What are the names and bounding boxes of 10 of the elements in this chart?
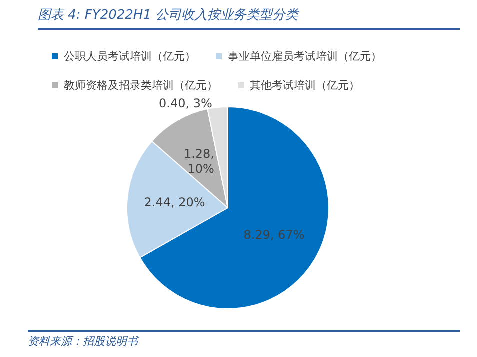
legend-label: 公职人员考试培训（亿元） [64,50,196,63]
data-label: 2.44, 20% [144,196,206,210]
legend-label: 事业单位雇员考试培训（亿元） [228,50,382,63]
chart-title: 图表 4: FY2022H1 公司收入按业务类型分类 [38,4,460,30]
legend-label: 教师资格及招录类培训（亿元） [64,79,218,92]
data-label: 8.29, 67% [244,228,305,242]
data-label: 1.28, 10% [184,147,218,176]
legend-label: 其他考试培训（亿元） [250,79,360,92]
text: 资料来源：招股说明书 [28,330,460,352]
data-label: 0.40, 3% [158,96,212,111]
